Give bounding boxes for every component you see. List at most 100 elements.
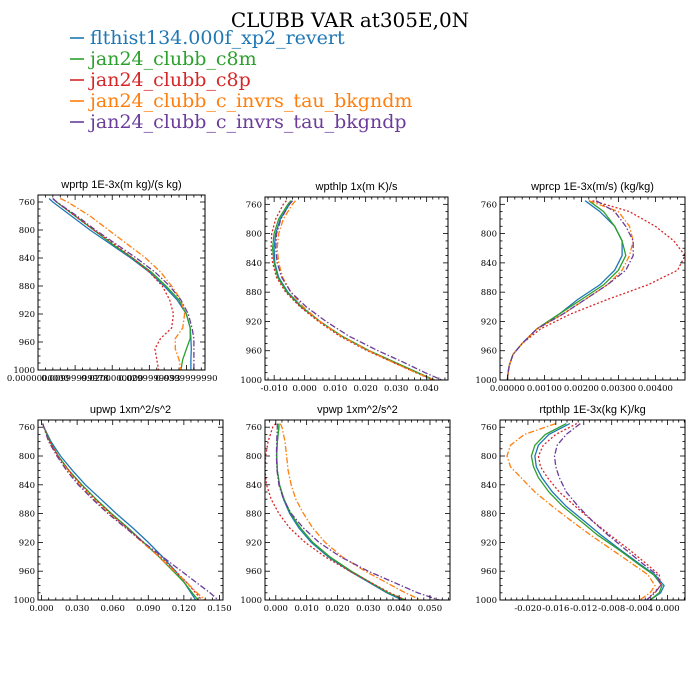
legend: flthist134.000f_xp2_revertjan24_clubb_c8… xyxy=(70,27,412,133)
ytick-label: 800 xyxy=(19,452,35,462)
ytick-label: 960 xyxy=(246,347,262,357)
xtick-label: -0.012 xyxy=(570,604,597,614)
xtick-label: 0.00100 xyxy=(527,384,562,394)
xtick-label: -0.008 xyxy=(598,604,625,614)
series-line-5 xyxy=(52,198,195,370)
ytick-label: 960 xyxy=(481,347,497,357)
xtick-label: -0.016 xyxy=(542,604,569,614)
ytick-label: 880 xyxy=(19,510,35,520)
series-group xyxy=(270,200,443,380)
xtick-label: 0.0299999993 xyxy=(118,374,180,384)
ytick-label: 1000 xyxy=(475,596,497,606)
series-line-3 xyxy=(265,423,406,600)
chart-panel-2: wpthlp 1x(m K)/s 760 800 840 880 920 960 1000-0… xyxy=(240,181,449,394)
plot-frame xyxy=(499,196,686,381)
ytick-label: 920 xyxy=(481,538,497,548)
panel-title: wpthlp 1x(m K)/s xyxy=(315,181,398,193)
xtick-label: 0.030 xyxy=(356,604,380,614)
ytick-label: 840 xyxy=(481,481,497,491)
xtick-label: -0.004 xyxy=(626,604,653,614)
ytick-label: 1000 xyxy=(240,596,262,606)
legend-label: jan24_clubb_c8m xyxy=(88,48,257,70)
ytick-label: 760 xyxy=(246,200,262,210)
xtick-label: 0.0000000000 xyxy=(7,374,69,384)
series-line-3 xyxy=(42,423,203,600)
ytick-label: 760 xyxy=(246,423,262,433)
ytick-label: 840 xyxy=(19,481,35,491)
chart-panel-6: rtpthlp 1E-3x(kg K)/kg 760 800 840 880 920 960… xyxy=(475,404,686,614)
xtick-label: 0.050 xyxy=(418,604,442,614)
ytick-label: 960 xyxy=(19,338,35,348)
series-line-4 xyxy=(279,423,421,600)
panel-title: vpwp 1xm^2/s^2 xyxy=(317,404,398,416)
ytick-label: 1000 xyxy=(240,376,262,386)
xtick-label: 0.010 xyxy=(323,384,347,394)
series-line-2 xyxy=(506,200,627,380)
ytick-label: 920 xyxy=(19,538,35,548)
panel-title: wprcp 1E-3x(m/s) (kg/kg) xyxy=(530,181,654,193)
panel-title: rtpthlp 1E-3x(kg K)/kg xyxy=(539,404,645,416)
series-line-3 xyxy=(537,423,662,600)
series-line-2 xyxy=(276,423,406,600)
ytick-label: 760 xyxy=(481,200,497,210)
series-line-1 xyxy=(48,198,192,370)
xtick-label: 0.020 xyxy=(325,604,349,614)
plot-frame xyxy=(499,419,686,601)
xtick-label: 0.040 xyxy=(387,604,411,614)
xtick-label: 0.00300 xyxy=(601,384,636,394)
series-line-5 xyxy=(275,200,443,380)
series-line-5 xyxy=(275,423,440,600)
xtick-label: 0.0200000000 xyxy=(81,374,143,384)
series-line-3 xyxy=(52,198,175,370)
ytick-label: 1000 xyxy=(475,376,497,386)
ytick-label: 840 xyxy=(246,481,262,491)
xtick-label: 0.010 xyxy=(294,604,318,614)
ytick-label: 880 xyxy=(481,288,497,298)
series-line-1 xyxy=(534,423,665,600)
series-line-4 xyxy=(506,200,634,380)
series-group xyxy=(48,197,195,370)
series-line-4 xyxy=(60,197,186,370)
series-line-1 xyxy=(506,200,623,380)
xtick-label: 0.060 xyxy=(101,604,125,614)
ytick-label: 1000 xyxy=(13,366,35,376)
chart-panel-4: upwp 1xm^2/s^2 760 800 840 880 920 960 10000.00… xyxy=(13,404,231,614)
series-line-5 xyxy=(506,200,634,380)
xtick-label: -0.020 xyxy=(514,604,541,614)
series-group xyxy=(265,423,440,600)
panel-title: upwp 1xm^2/s^2 xyxy=(90,404,171,416)
xtick-label: 0.00000 xyxy=(490,384,525,394)
ytick-label: 920 xyxy=(19,310,35,320)
ytick-label: 800 xyxy=(481,230,497,240)
xtick-label: 0.030 xyxy=(384,384,408,394)
ytick-label: 760 xyxy=(19,198,35,208)
xtick-label: 0.000 xyxy=(292,384,316,394)
ytick-label: 1000 xyxy=(13,596,35,606)
series-line-1 xyxy=(276,423,403,600)
xtick-label: 0.040 xyxy=(414,384,438,394)
series-line-2 xyxy=(530,423,663,600)
xtick-label: 0.00200 xyxy=(564,384,599,394)
ytick-label: 880 xyxy=(246,510,262,520)
ytick-label: 840 xyxy=(19,254,35,264)
chart-panel-1: wprtp 1E-3x(m kg)/(s kg) 760 800 840 880 920 9… xyxy=(7,179,218,384)
xtick-label: 0.000 xyxy=(29,604,53,614)
ytick-label: 960 xyxy=(246,567,262,577)
series-line-1 xyxy=(42,423,197,600)
chart-panel-5: vpwp 1xm^2/s^2 760 800 840 880 920 960 10000.00… xyxy=(240,404,451,614)
xtick-label: 0.090 xyxy=(136,604,160,614)
series-line-4 xyxy=(42,423,206,600)
series-line-1 xyxy=(273,200,434,380)
plot-frame xyxy=(37,419,224,601)
legend-label: jan24_clubb_c_invrs_tau_bkgndm xyxy=(88,90,412,112)
ytick-label: 920 xyxy=(246,538,262,548)
xtick-label: 0.00400 xyxy=(638,384,673,394)
ytick-label: 960 xyxy=(481,567,497,577)
ytick-label: 800 xyxy=(246,230,262,240)
series-line-3 xyxy=(270,200,434,380)
panel-title: wprtp 1E-3x(m kg)/(s kg) xyxy=(60,179,181,191)
ytick-label: 800 xyxy=(246,452,262,462)
series-line-5 xyxy=(553,423,662,600)
series-line-4 xyxy=(276,200,435,380)
